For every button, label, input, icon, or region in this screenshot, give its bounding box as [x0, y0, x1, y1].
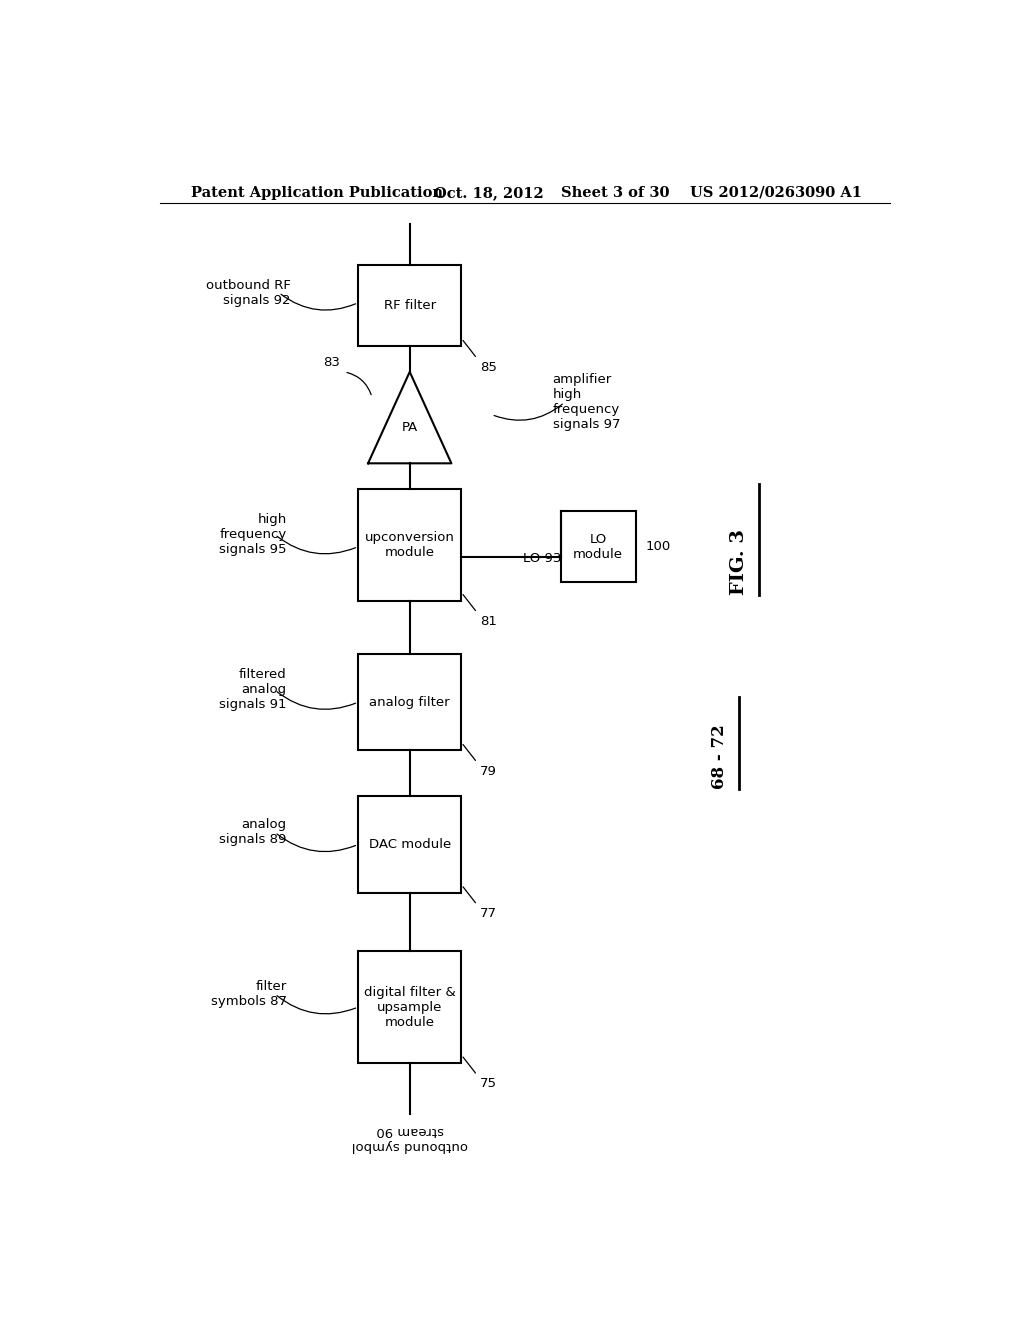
Text: 83: 83 — [324, 356, 340, 368]
Text: analog
signals 89: analog signals 89 — [219, 818, 287, 846]
Bar — [358, 796, 461, 892]
Text: analog filter: analog filter — [370, 696, 450, 709]
Bar — [358, 488, 461, 601]
Bar — [358, 653, 461, 751]
Text: Oct. 18, 2012: Oct. 18, 2012 — [433, 186, 544, 199]
Text: 85: 85 — [480, 360, 498, 374]
Text: PA: PA — [401, 421, 418, 434]
Text: Patent Application Publication: Patent Application Publication — [191, 186, 443, 199]
Text: US 2012/0263090 A1: US 2012/0263090 A1 — [690, 186, 862, 199]
Text: outbound RF
signals 92: outbound RF signals 92 — [206, 279, 291, 306]
Text: 81: 81 — [480, 615, 498, 628]
Text: LO
module: LO module — [573, 533, 624, 561]
Text: FIG. 3: FIG. 3 — [730, 529, 749, 595]
Text: digital filter &
upsample
module: digital filter & upsample module — [364, 986, 456, 1028]
Text: Sheet 3 of 30: Sheet 3 of 30 — [560, 186, 669, 199]
Text: 79: 79 — [480, 764, 498, 777]
Text: outbound symbol
stream 90: outbound symbol stream 90 — [351, 1125, 468, 1152]
Text: upconversion
module: upconversion module — [365, 531, 455, 558]
Text: 75: 75 — [480, 1077, 498, 1090]
Text: filter
symbols 87: filter symbols 87 — [211, 979, 287, 1008]
Text: DAC module: DAC module — [369, 838, 451, 851]
Text: LO 93: LO 93 — [523, 552, 561, 565]
Text: 100: 100 — [645, 540, 671, 553]
Text: 68 - 72: 68 - 72 — [711, 723, 728, 788]
Text: RF filter: RF filter — [384, 300, 436, 313]
Text: amplifier
high
frequency
signals 97: amplifier high frequency signals 97 — [553, 374, 621, 432]
Text: filtered
analog
signals 91: filtered analog signals 91 — [219, 668, 287, 711]
Bar — [358, 265, 461, 346]
Bar — [358, 952, 461, 1063]
Text: 77: 77 — [480, 907, 498, 920]
Bar — [560, 511, 636, 582]
Text: high
frequency
signals 95: high frequency signals 95 — [219, 513, 287, 556]
